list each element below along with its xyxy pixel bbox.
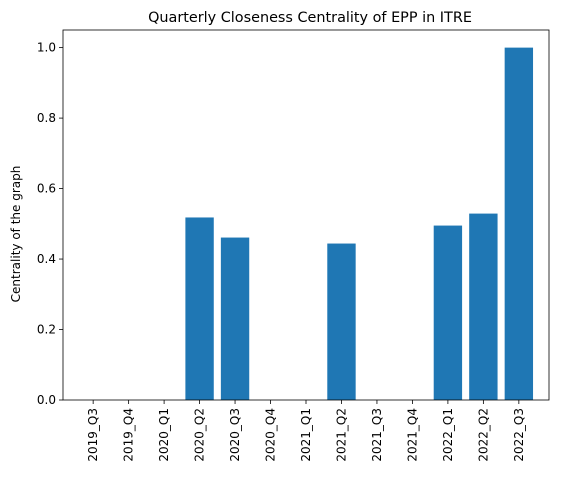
x-tick-label: 2022_Q3	[512, 408, 526, 462]
bar-2022_Q1	[433, 225, 463, 400]
y-tick-label: 1.0	[37, 41, 56, 55]
x-tick-label: 2020_Q4	[264, 408, 278, 462]
x-tick-label: 2021_Q4	[405, 408, 419, 462]
y-tick-label: 0.6	[37, 182, 56, 196]
y-axis-label: Centrality of the graph	[9, 166, 23, 303]
y-tick-label: 0.0	[37, 393, 56, 407]
y-tick-label: 0.4	[37, 252, 56, 266]
x-tick-label: 2020_Q2	[193, 408, 207, 462]
bar-2022_Q2	[469, 213, 498, 400]
x-ticks-group: 2019_Q3 2019_Q4 2020_Q1 2020_Q2 2020_Q3 2020_…	[86, 400, 526, 462]
bar-2022_Q3	[504, 47, 534, 400]
bar-2021_Q2	[327, 243, 356, 400]
plot-frame	[62, 29, 550, 401]
x-tick-label: 2019_Q3	[86, 408, 100, 462]
y-ticks-group: 0.0 0.2 0.4 0.6 0.8 1.0	[37, 41, 63, 407]
bars-group	[185, 47, 534, 400]
x-tick-label: 2020_Q3	[228, 408, 242, 462]
x-tick-label: 2021_Q1	[299, 408, 313, 462]
y-tick-label: 0.2	[37, 323, 56, 337]
x-tick-label: 2019_Q4	[122, 408, 136, 462]
x-tick-label: 2022_Q1	[441, 408, 455, 462]
x-tick-label: 2022_Q2	[476, 408, 490, 462]
x-tick-label: 2021_Q2	[334, 408, 348, 462]
x-tick-label: 2021_Q3	[370, 408, 384, 462]
chart-title: Quarterly Closeness Centrality of EPP in…	[148, 10, 472, 26]
y-tick-label: 0.8	[37, 111, 56, 125]
bar-2020_Q2	[185, 217, 214, 400]
x-tick-label: 2020_Q1	[157, 408, 171, 462]
bar-2020_Q3	[220, 237, 250, 400]
